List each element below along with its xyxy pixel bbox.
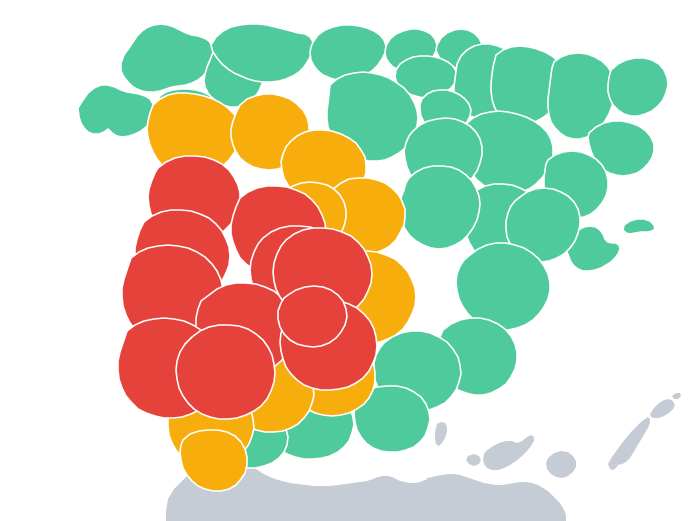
region-asturias[interactable]	[210, 23, 314, 83]
region-north-africa	[166, 447, 566, 521]
island-fuerteventura	[608, 417, 650, 470]
island-gran-canaria	[546, 451, 576, 478]
island-lanzarote	[650, 399, 675, 418]
island-la-gomera	[466, 454, 481, 466]
island-el-hierro	[426, 477, 440, 486]
region-almeria[interactable]	[353, 385, 431, 453]
region-group-peninsula	[77, 23, 669, 492]
region-menorca[interactable]	[622, 218, 656, 235]
region-leon[interactable]	[146, 92, 241, 178]
region-cadiz[interactable]	[179, 429, 248, 492]
region-cr-east[interactable]	[277, 285, 348, 348]
region-girona[interactable]	[607, 57, 669, 117]
region-cantabria[interactable]	[309, 24, 387, 81]
region-valencia[interactable]	[455, 242, 551, 331]
island-la-palma	[435, 422, 447, 446]
region-huelva[interactable]	[175, 324, 276, 420]
neighbour-group-canary-islands	[426, 393, 681, 486]
neighbour-group-north-africa	[166, 447, 566, 521]
island-tenerife	[483, 435, 534, 470]
region-castellon[interactable]	[505, 187, 581, 263]
island-la-graciosa	[672, 393, 681, 399]
